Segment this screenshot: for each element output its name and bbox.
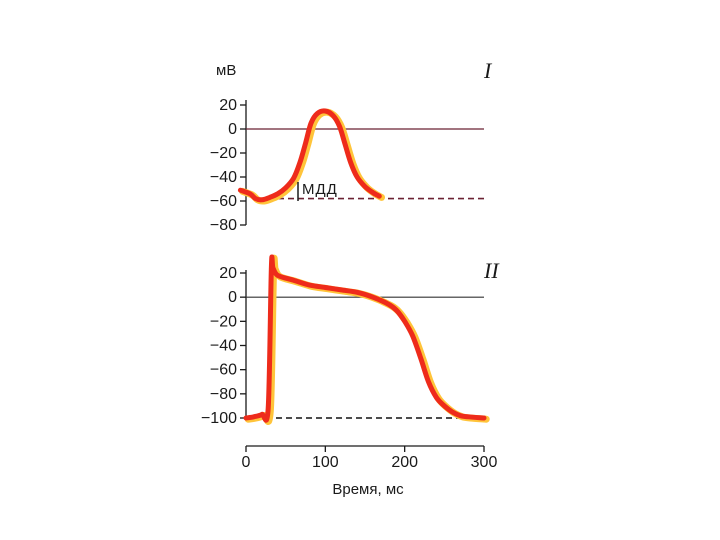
y-tick-label: −80 <box>210 386 237 403</box>
panel-1-label: I <box>483 58 493 83</box>
panel-2-y-ticks: 20 0 −20 −40 −60 −80 −100 <box>201 265 246 427</box>
y-tick-label: 0 <box>228 289 237 306</box>
y-tick-label: 20 <box>219 97 237 114</box>
y-tick-label: −60 <box>210 193 237 210</box>
x-tick-label: 100 <box>312 454 339 471</box>
panel-2-trace-line <box>243 254 487 423</box>
y-tick-label: −20 <box>210 145 237 162</box>
panel-2-chart: II 200−20−40−60−80−100 0 100 200 300 Время,… <box>201 254 500 498</box>
y-tick-label: 0 <box>228 121 237 138</box>
panel-1-y-ticks: 20 0 −20 −40 −60 −80 <box>210 97 246 234</box>
y-tick-label: 20 <box>219 265 237 282</box>
mdd-annotation: МДД <box>302 181 338 198</box>
x-axis-ticks: 0 100 200 300 <box>242 446 498 471</box>
panel-1-trace-line <box>237 108 382 203</box>
y-tick-label: −20 <box>210 313 237 330</box>
y-tick-label: −40 <box>210 169 237 186</box>
y-tick-label: −80 <box>210 217 237 234</box>
panel-1-chart: мВ I 20 0 −20 −40 −60 −80 МДД <box>210 58 493 234</box>
y-tick-label: −100 <box>201 410 237 427</box>
x-axis-title: Время, мс <box>332 481 404 498</box>
x-tick-label: 0 <box>242 454 251 471</box>
panel-2-trace-highlight <box>244 254 490 425</box>
y-tick-label: −60 <box>210 362 237 379</box>
y-tick-label: −40 <box>210 338 237 355</box>
panel-2-label: II <box>483 258 500 283</box>
x-tick-label: 200 <box>391 454 418 471</box>
x-tick-label: 300 <box>471 454 498 471</box>
panel-1-ylabel: мВ <box>216 62 236 79</box>
